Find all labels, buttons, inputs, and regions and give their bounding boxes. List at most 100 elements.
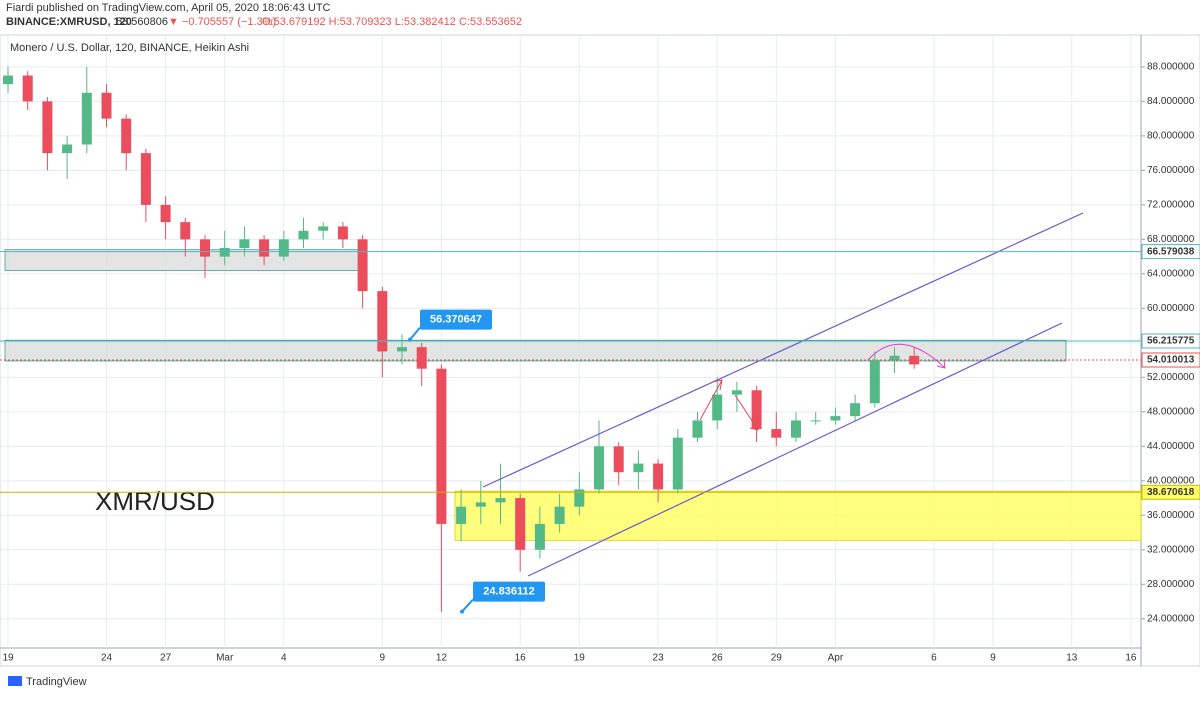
y-tick-label: 76.000000 [1147,165,1195,176]
candle-body [337,226,348,240]
callout-box [420,309,492,330]
change: ▼ −0.705557 (−1.3%) [168,16,276,28]
x-tick-label: 9 [990,653,996,664]
y-tick-label: 52.000000 [1147,372,1195,383]
candle-body [42,101,53,154]
candle-body [495,498,506,503]
candle-body [259,239,270,257]
x-tick-label: 26 [712,653,724,664]
chart-label: XMR/USD [95,486,215,516]
channel-lower [527,322,1063,577]
marks-layer [3,66,920,612]
x-tick-label: 19 [574,653,586,664]
x-tick-label: 24 [101,653,113,664]
candle-body [121,118,132,154]
y-tick-label: 72.000000 [1147,200,1195,211]
y-tick-label: 36.000000 [1147,510,1195,521]
zone [4,339,1067,362]
candle-body [140,153,151,205]
x-tick-label: 27 [160,653,172,664]
candle-body [594,446,604,490]
y-tick-label: 32.000000 [1147,544,1195,555]
price-label-box [1141,352,1200,368]
price-label-box [1141,333,1200,349]
candle-body [633,463,644,473]
candle-body [101,92,112,119]
callout-label: 24.836112 [483,585,534,597]
x-tick-label: 12 [436,653,448,664]
y-tick-label: 60.000000 [1147,303,1195,314]
price-label: 54.010013 [1147,355,1195,366]
under-layer [0,35,1142,648]
symbol: BINANCE:XMRUSD, 120 [6,16,132,28]
x-tick-label: 29 [771,653,783,664]
candle-body [160,204,171,223]
candle-body [613,446,624,473]
candle-body [180,222,191,240]
x-tick-label: 23 [653,653,665,664]
callout-stem [461,598,474,613]
last-price: 53.560806 [116,16,168,28]
candle-body [3,75,13,85]
zone [4,249,361,271]
y-tick-label: 44.000000 [1147,441,1195,452]
candle-body [830,416,841,421]
candle-body [436,368,447,524]
candle-body [298,230,309,240]
zone [454,490,1142,541]
candle-body [869,360,880,404]
callout-label: 56.370647 [430,314,482,326]
candle-body [219,247,230,257]
candle-body [239,239,250,248]
candle-body [791,420,801,438]
price-label: 56.215775 [1147,336,1195,347]
callout-stem [409,327,421,341]
price-label-box [1141,244,1200,260]
y-tick-label: 68.000000 [1147,234,1195,245]
candle-body [62,144,73,154]
candle-body [712,394,723,421]
logo [8,676,22,686]
x-tick-label: 16 [1125,653,1137,664]
x-tick-label: Mar [216,653,234,664]
footer: TradingView [26,676,87,688]
y-tick-label: 48.000000 [1147,406,1195,417]
candle-body [81,92,92,145]
y-tick-label: 28.000000 [1147,579,1195,590]
x-tick-label: Apr [828,653,844,664]
price-label: 66.579038 [1147,246,1195,257]
candle-body [515,498,526,550]
candle-body [200,239,210,257]
candle-body [416,347,427,369]
candle-body [909,355,920,365]
x-tick-label: 6 [931,653,937,664]
candle-body [377,291,388,352]
candle-body [653,463,664,490]
candle-body [889,355,900,361]
candle-body [574,489,585,507]
candle-body [534,523,545,550]
candle-body [475,502,486,507]
candle-body [357,239,368,292]
channel-upper [482,212,1084,488]
candle-body [22,75,33,102]
ohlc: O:53.679192 H:53.709323 L:53.382412 C:53… [262,16,522,28]
candle-body [397,347,407,352]
candle-body [731,390,742,395]
x-tick-label: 4 [281,653,287,664]
candle-body [771,429,782,438]
x-tick-label: 9 [380,653,386,664]
y-tick-label: 40.000000 [1147,475,1195,486]
y-tick-label: 64.000000 [1147,269,1195,280]
candle-body [751,390,762,430]
x-tick-label: 13 [1066,653,1078,664]
candle-body [692,420,703,438]
y-tick-label: 80.000000 [1147,131,1195,142]
candle-body [278,239,289,257]
arrow-up [699,379,723,421]
candle-body [318,226,329,231]
y-tick-label: 24.000000 [1147,613,1195,624]
x-tick-label: 19 [2,653,14,664]
